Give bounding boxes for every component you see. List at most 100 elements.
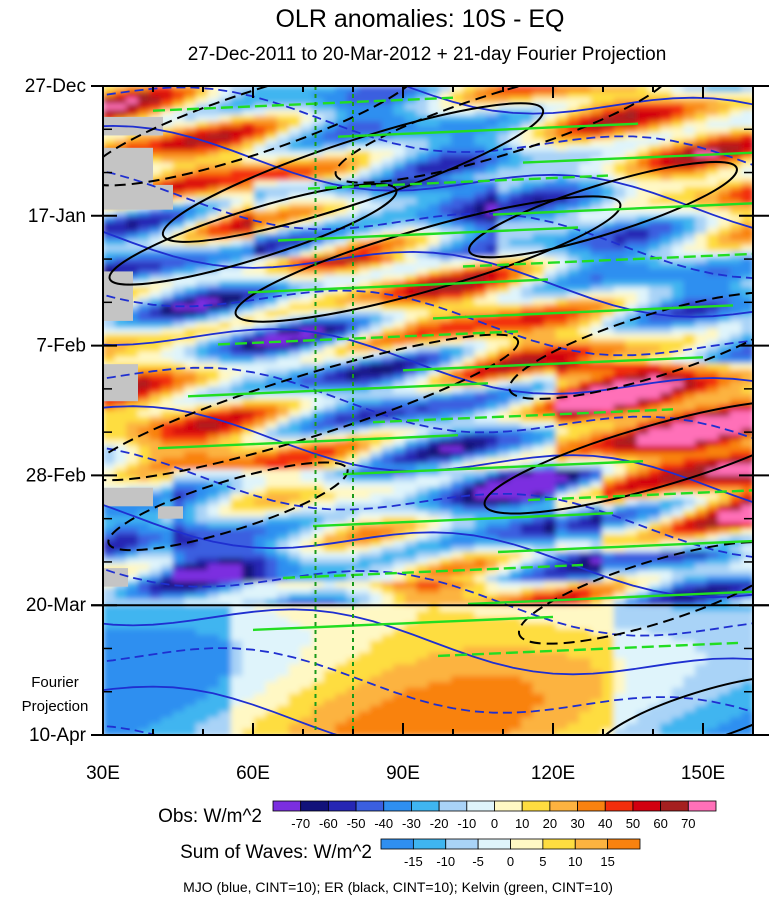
heat-cell xyxy=(590,428,603,435)
heat-cell xyxy=(497,375,511,382)
heat-cell xyxy=(486,91,499,99)
heat-cell xyxy=(277,86,290,93)
heat-cell xyxy=(404,510,418,518)
heat-cell xyxy=(311,198,325,205)
heat-cell xyxy=(358,581,371,589)
heat-cell xyxy=(253,375,267,382)
heat-cell xyxy=(195,168,209,176)
heat-cell xyxy=(741,410,753,418)
heat-cell xyxy=(532,327,545,335)
heat-cell xyxy=(520,339,534,347)
heat-cell xyxy=(311,422,325,429)
heat-cell xyxy=(358,286,371,294)
heat-cell xyxy=(381,410,394,418)
heat-cell xyxy=(172,133,186,140)
heat-cell xyxy=(486,133,499,140)
heat-cell xyxy=(578,304,592,311)
heat-cell xyxy=(636,115,650,123)
heat-cell xyxy=(381,481,394,488)
heat-cell xyxy=(544,186,557,193)
heat-cell xyxy=(741,357,753,365)
heat-cell xyxy=(509,286,522,294)
heat-cell xyxy=(474,322,487,329)
heat-cell xyxy=(103,504,116,512)
heat-cell xyxy=(660,381,673,388)
heat-cell xyxy=(323,351,336,359)
heat-cell xyxy=(114,257,128,264)
heat-cell xyxy=(625,363,638,370)
heat-cell xyxy=(137,540,151,547)
heat-cell xyxy=(683,386,696,394)
heat-cell xyxy=(335,304,348,311)
heat-cell xyxy=(277,204,290,211)
heat-cell xyxy=(660,139,673,146)
heat-cell xyxy=(323,404,336,412)
heat-cell xyxy=(300,369,313,376)
heat-cell xyxy=(439,192,453,199)
heat-cell xyxy=(706,304,719,311)
heat-cell xyxy=(369,445,383,453)
heat-cell xyxy=(544,251,557,258)
heat-cell xyxy=(497,251,511,258)
heat-cell xyxy=(311,440,325,447)
heat-cell xyxy=(590,310,603,317)
heat-cell xyxy=(428,86,441,93)
heat-cell xyxy=(195,310,209,317)
heat-cell xyxy=(265,180,278,188)
heat-cell xyxy=(253,404,267,412)
heat-cell xyxy=(265,552,278,559)
heat-cell xyxy=(648,440,661,447)
heat-cell xyxy=(706,552,719,559)
heat-cell xyxy=(114,451,128,459)
heat-cell xyxy=(172,91,186,99)
heat-cell xyxy=(694,133,708,140)
heat-cell xyxy=(567,251,580,258)
heat-cell xyxy=(219,322,232,329)
heat-cell xyxy=(694,204,708,211)
heat-cell xyxy=(149,416,162,424)
heat-cell xyxy=(706,221,719,229)
heat-cell xyxy=(393,546,406,553)
heat-cell xyxy=(706,127,719,134)
heat-cell xyxy=(323,339,336,347)
heat-cell xyxy=(149,552,162,559)
heat-cell xyxy=(520,316,534,323)
heat-cell xyxy=(335,475,348,483)
heat-cell xyxy=(219,469,232,477)
heat-cell xyxy=(184,186,197,193)
heat-cell xyxy=(439,86,453,93)
heat-cell xyxy=(207,245,220,252)
heat-cell xyxy=(311,86,325,93)
heat-cell xyxy=(381,428,394,435)
heat-cell xyxy=(114,410,128,418)
heat-cell xyxy=(451,469,464,477)
heat-cell xyxy=(578,481,592,488)
heat-cell xyxy=(474,274,487,282)
heat-cell xyxy=(636,339,650,347)
heat-cell xyxy=(602,599,615,606)
heat-cell xyxy=(137,139,151,146)
heat-cell xyxy=(242,351,255,359)
heat-cell xyxy=(184,139,197,146)
heat-cell xyxy=(404,97,418,105)
heat-cell xyxy=(706,339,719,347)
heat-cell xyxy=(474,286,487,294)
heat-cell xyxy=(602,398,615,406)
heat-cell xyxy=(718,186,731,193)
heat-cell xyxy=(648,569,661,577)
heat-cell xyxy=(195,174,209,182)
heat-cell xyxy=(323,139,336,146)
heat-cell xyxy=(602,416,615,424)
heat-cell xyxy=(311,410,325,418)
heat-cell xyxy=(671,493,685,500)
heat-cell xyxy=(288,599,302,606)
heat-cell xyxy=(555,581,569,589)
heat-cell xyxy=(718,162,731,170)
heat-cell xyxy=(428,209,441,217)
heat-cell xyxy=(451,150,464,158)
heat-cell xyxy=(462,386,476,394)
heat-cell xyxy=(300,398,313,406)
heat-cell xyxy=(451,245,464,252)
heat-cell xyxy=(137,304,151,311)
heat-cell xyxy=(428,587,441,595)
